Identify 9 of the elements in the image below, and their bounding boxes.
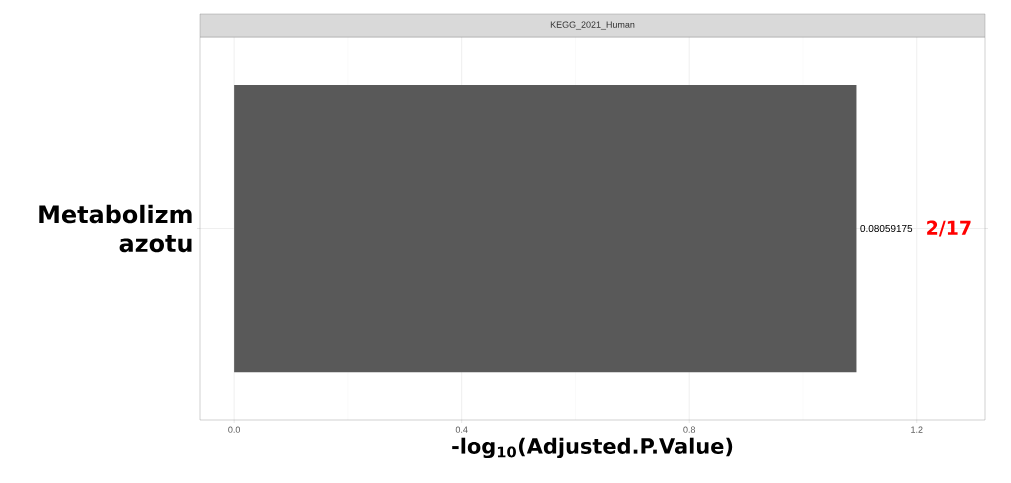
chart-title: KEGG_2021_Human — [550, 21, 635, 30]
x-axis-title: -log$_{10}$(Adjusted.P.Value) — [452, 437, 733, 459]
x-tick-label: 0.4 — [455, 426, 468, 433]
x-tick-label: 1.2 — [911, 426, 923, 433]
x-tick-label: 0.0 — [228, 426, 241, 433]
annotation: 2/17 — [927, 220, 971, 237]
annotation: 0.08059175 — [860, 224, 913, 233]
y-tick-label: Metabolizm azotu — [39, 204, 192, 253]
x-tick-label: 0.8 — [683, 426, 696, 433]
